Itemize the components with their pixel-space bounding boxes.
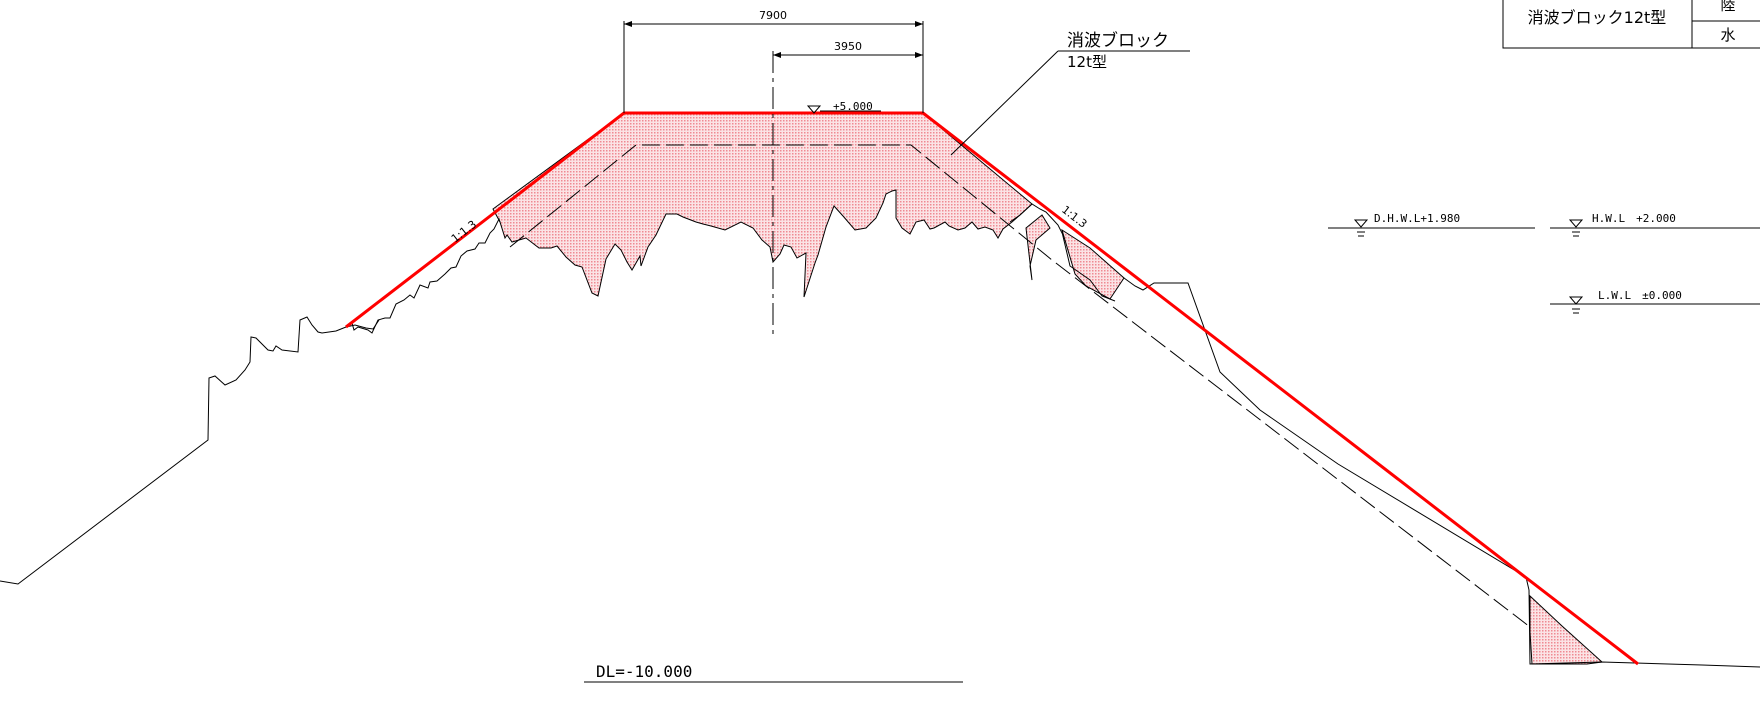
armor-block-fill-right-2 (1025, 214, 1051, 281)
level-triangle-icon (806, 105, 822, 114)
block-label-line2: 12t型 (1067, 53, 1107, 71)
water-level-hwl-text: H.W.L +2.000 (1592, 212, 1676, 225)
dimension-3950: 3950 (773, 40, 923, 58)
dimension-7900: 7900 (623, 9, 924, 113)
armor-block-fill-right-1 (1061, 228, 1125, 300)
legend-table: 消波ブロック12t型 陸 水 (1502, 0, 1760, 49)
dimension-7900-text: 7900 (759, 9, 787, 22)
existing-ground-right-step (1009, 203, 1116, 302)
legend-cell-top: 陸 (1720, 0, 1735, 14)
water-level-hwl: H.W.L +2.000 (1550, 212, 1760, 237)
slope-right-label: 1:1.3 (1059, 203, 1089, 231)
existing-ground-left (0, 316, 380, 585)
water-level-dhwl-text: D.H.W.L+1.980 (1374, 212, 1460, 225)
armor-block-fill-toe (1529, 594, 1604, 665)
crown-elevation-marker: +5.000 (806, 100, 881, 114)
water-level-lwl-icon (1568, 296, 1584, 314)
slope-left-label: 1:1.3 (449, 218, 479, 246)
water-level-dhwl-icon (1353, 219, 1369, 237)
dimension-3950-text: 3950 (834, 40, 862, 53)
block-label: 消波ブロック 12t型 (950, 30, 1190, 156)
water-level-hwl-icon (1568, 219, 1584, 237)
datum-text: DL=-10.000 (596, 662, 692, 681)
armor-block-fill (492, 112, 1033, 298)
existing-ground-rubble-left (351, 217, 501, 334)
water-level-dhwl: D.H.W.L+1.980 (1328, 212, 1535, 237)
water-level-lwl-text: L.W.L ±0.000 (1598, 289, 1682, 302)
crown-elevation-text: +5.000 (833, 100, 873, 113)
datum-line: DL=-10.000 (584, 662, 963, 683)
existing-ground-right (1123, 277, 1760, 668)
legend-row-label: 消波ブロック12t型 (1528, 8, 1667, 27)
block-label-line1: 消波ブロック (1067, 30, 1169, 51)
legend-cell-bottom: 水 (1720, 26, 1735, 44)
block-inner-line (509, 144, 1531, 628)
design-profile-line (345, 111, 1639, 666)
water-level-lwl: L.W.L ±0.000 (1550, 289, 1760, 314)
